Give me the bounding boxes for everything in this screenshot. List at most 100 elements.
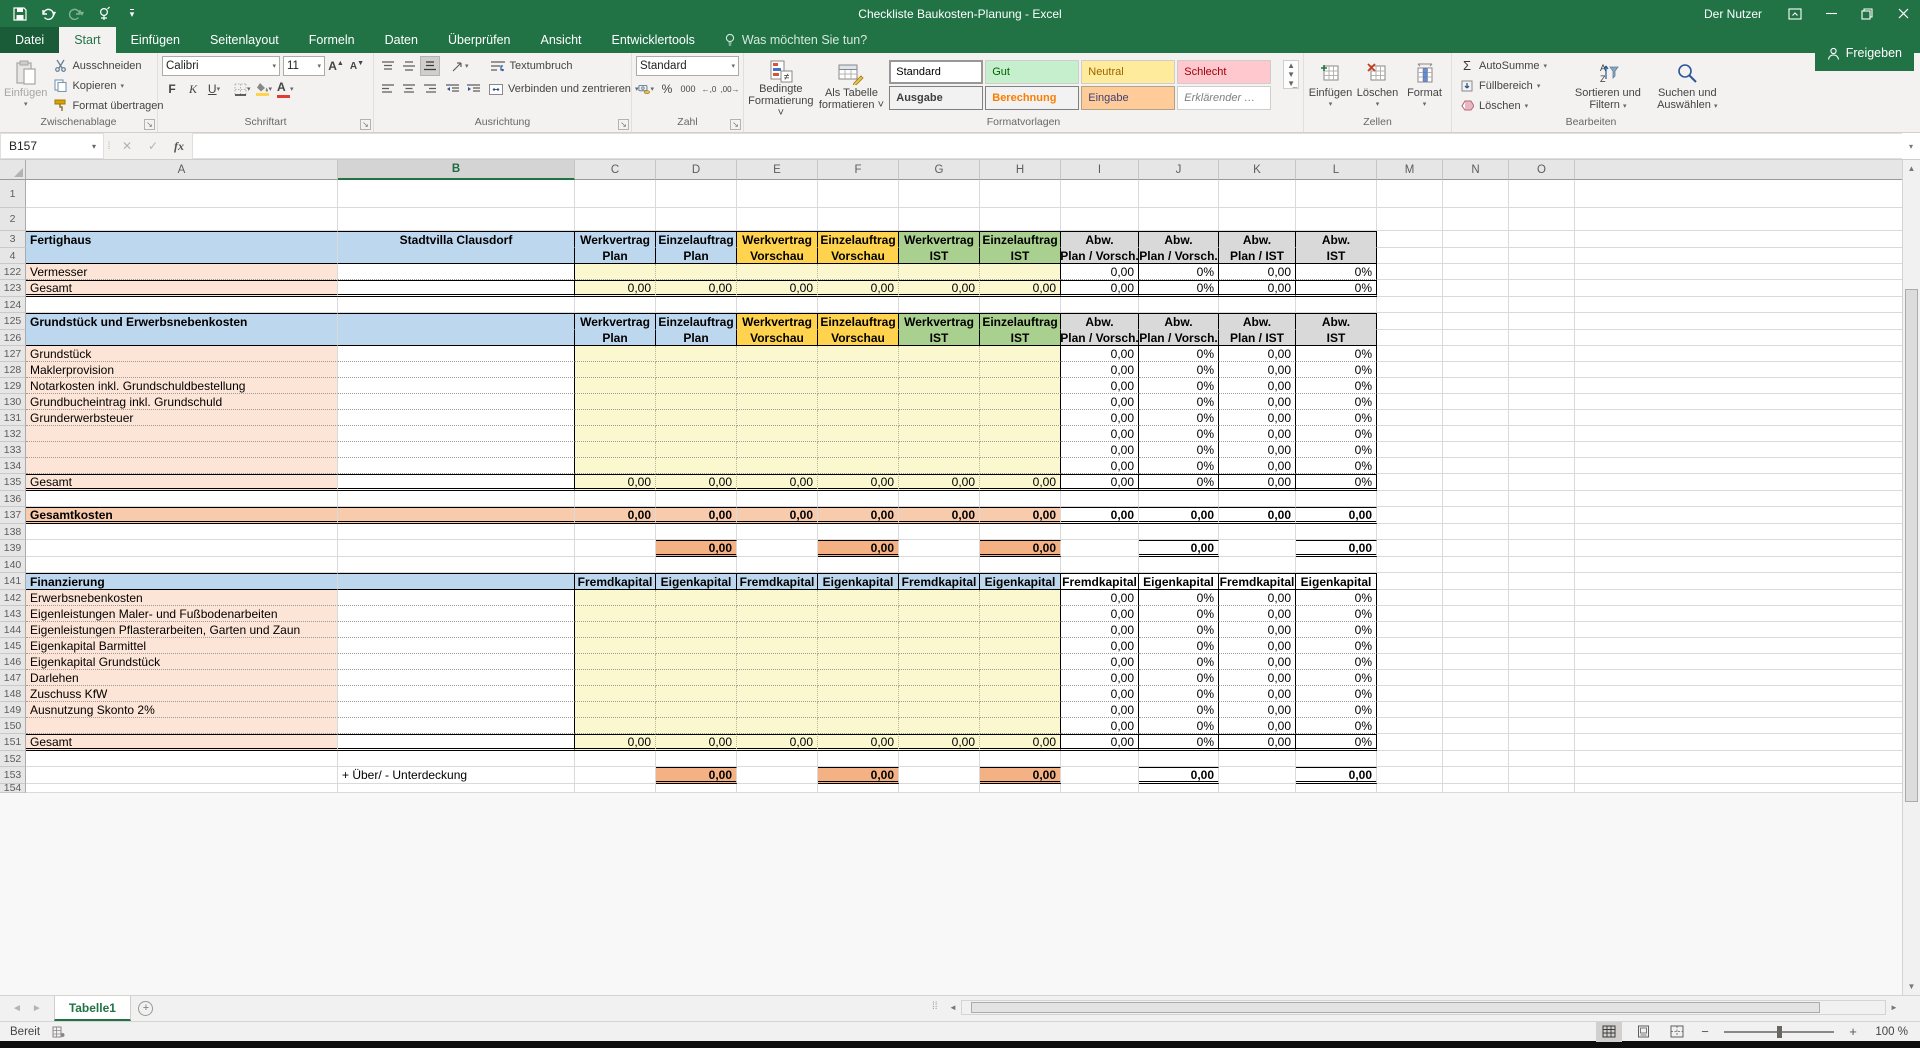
- cell-M134[interactable]: [1377, 458, 1443, 474]
- cell-F3[interactable]: Einzelauftrag: [818, 231, 899, 248]
- cell-O3[interactable]: [1509, 231, 1575, 248]
- cell-L154[interactable]: [1296, 784, 1377, 793]
- cell-I137[interactable]: 0,00: [1061, 507, 1139, 524]
- scroll-up-button[interactable]: ▲: [1907, 164, 1916, 173]
- cell-N150[interactable]: [1443, 718, 1509, 734]
- cell-E122[interactable]: [737, 264, 818, 280]
- cell-J146[interactable]: 0%: [1139, 654, 1219, 670]
- cell-H138[interactable]: [980, 524, 1061, 540]
- cell-B3[interactable]: Stadtvilla Clausdorf: [338, 231, 575, 248]
- cell-G139[interactable]: [899, 540, 980, 557]
- tab-seitenlayout[interactable]: Seitenlayout: [209, 33, 279, 47]
- cell-K149[interactable]: 0,00: [1219, 702, 1296, 718]
- cell-B151[interactable]: [338, 734, 575, 751]
- cell-G137[interactable]: 0,00: [899, 507, 980, 524]
- cell-I122[interactable]: 0,00: [1061, 264, 1139, 280]
- cell-style-erklaerend[interactable]: Erklärender …: [1177, 86, 1272, 110]
- cell-K131[interactable]: 0,00: [1219, 410, 1296, 426]
- column-header-D[interactable]: D: [656, 160, 737, 180]
- cell-M137[interactable]: [1377, 507, 1443, 524]
- cell-B132[interactable]: [338, 426, 575, 442]
- cell-D140[interactable]: [656, 557, 737, 573]
- cell-F135[interactable]: 0,00: [818, 474, 899, 491]
- cell-A2[interactable]: [26, 208, 338, 231]
- cell-E140[interactable]: [737, 557, 818, 573]
- cell-D144[interactable]: [656, 622, 737, 638]
- column-header-L[interactable]: L: [1296, 160, 1377, 180]
- horizontal-scroll-track[interactable]: [961, 1000, 1886, 1015]
- cell-F127[interactable]: [818, 346, 899, 362]
- cell-D149[interactable]: [656, 702, 737, 718]
- undo-dropdown[interactable]: ▾: [51, 9, 56, 18]
- cell-J132[interactable]: 0%: [1139, 426, 1219, 442]
- cell-H134[interactable]: [980, 458, 1061, 474]
- cell-H132[interactable]: [980, 426, 1061, 442]
- cell-O154[interactable]: [1509, 784, 1575, 793]
- cell-A144[interactable]: Eigenleistungen Pflasterarbeiten, Garten…: [26, 622, 338, 638]
- cell-G124[interactable]: [899, 297, 980, 313]
- cell-O152[interactable]: [1509, 751, 1575, 767]
- row-header-127[interactable]: 127: [0, 346, 26, 362]
- comma-style-button[interactable]: 000: [680, 84, 696, 94]
- normal-view-button[interactable]: [1596, 1021, 1622, 1042]
- cell-G134[interactable]: [899, 458, 980, 474]
- cell-J135[interactable]: 0%: [1139, 474, 1219, 491]
- cell-K152[interactable]: [1219, 751, 1296, 767]
- cell-I150[interactable]: 0,00: [1061, 718, 1139, 734]
- cell-I127[interactable]: 0,00: [1061, 346, 1139, 362]
- cell-A154[interactable]: [26, 784, 338, 793]
- cell-H143[interactable]: [980, 606, 1061, 622]
- cell-F132[interactable]: [818, 426, 899, 442]
- column-header-I[interactable]: I: [1061, 160, 1139, 180]
- row-header-150[interactable]: 150: [0, 718, 26, 734]
- cell-L141[interactable]: Eigenkapital: [1296, 573, 1377, 590]
- restore-button[interactable]: [1850, 0, 1884, 27]
- cell-N140[interactable]: [1443, 557, 1509, 573]
- cell-C125[interactable]: Werkvertrag: [575, 313, 656, 330]
- cell-J126[interactable]: Plan / Vorsch.: [1139, 330, 1219, 346]
- cell-B1[interactable]: [338, 180, 575, 208]
- cell-M149[interactable]: [1377, 702, 1443, 718]
- find-select-button[interactable]: Suchen und Auswählen ▾: [1649, 56, 1726, 116]
- cell-E2[interactable]: [737, 208, 818, 231]
- cell-B149[interactable]: [338, 702, 575, 718]
- sheet-next-button[interactable]: ►: [31, 1003, 42, 1014]
- cut-button[interactable]: Ausschneiden: [49, 56, 166, 75]
- cell-O144[interactable]: [1509, 622, 1575, 638]
- cell-A1[interactable]: [26, 180, 338, 208]
- cell-L144[interactable]: 0%: [1296, 622, 1377, 638]
- cell-L139[interactable]: 0,00: [1296, 540, 1377, 557]
- cell-L132[interactable]: 0%: [1296, 426, 1377, 442]
- cell-E126[interactable]: Vorschau: [737, 330, 818, 346]
- cell-D136[interactable]: [656, 491, 737, 507]
- cell-L142[interactable]: 0%: [1296, 590, 1377, 606]
- vertical-scrollbar[interactable]: ▲ ▼: [1902, 160, 1920, 995]
- cell-C154[interactable]: [575, 784, 656, 793]
- row-header-137[interactable]: 137: [0, 507, 26, 524]
- cell-M1[interactable]: [1377, 180, 1443, 208]
- cell-O137[interactable]: [1509, 507, 1575, 524]
- align-center-button[interactable]: [399, 79, 419, 99]
- cell-L143[interactable]: 0%: [1296, 606, 1377, 622]
- cell-F126[interactable]: Vorschau: [818, 330, 899, 346]
- cell-O145[interactable]: [1509, 638, 1575, 654]
- cell-C141[interactable]: Fremdkapital: [575, 573, 656, 590]
- cell-N145[interactable]: [1443, 638, 1509, 654]
- horizontal-scroll-thumb[interactable]: [971, 1002, 1821, 1013]
- cell-F143[interactable]: [818, 606, 899, 622]
- cell-B144[interactable]: [338, 622, 575, 638]
- increase-indent-button[interactable]: [463, 79, 483, 99]
- sheet-tab-tabelle1[interactable]: Tabelle1: [53, 996, 131, 1021]
- cell-F150[interactable]: [818, 718, 899, 734]
- cell-G132[interactable]: [899, 426, 980, 442]
- cell-O138[interactable]: [1509, 524, 1575, 540]
- cell-E123[interactable]: 0,00: [737, 280, 818, 297]
- cell-L148[interactable]: 0%: [1296, 686, 1377, 702]
- cell-M122[interactable]: [1377, 264, 1443, 280]
- cell-E127[interactable]: [737, 346, 818, 362]
- cell-L150[interactable]: 0%: [1296, 718, 1377, 734]
- cell-G145[interactable]: [899, 638, 980, 654]
- cell-F141[interactable]: Eigenkapital: [818, 573, 899, 590]
- cell-B122[interactable]: [338, 264, 575, 280]
- cell-F4[interactable]: Vorschau: [818, 248, 899, 264]
